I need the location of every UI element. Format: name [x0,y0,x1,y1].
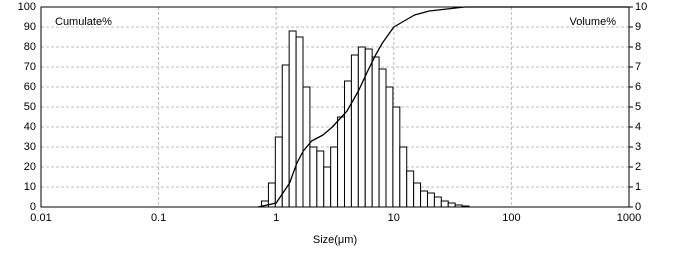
y-axis-label: Cumulate% [55,16,112,28]
bar [330,146,339,208]
y-tick-label: 0 [30,201,36,213]
x-tick-label: 1000 [617,212,641,224]
y2-tick-label: 8 [635,41,641,53]
bar [309,146,318,208]
y2-tick-label: 7 [635,61,641,73]
y2-tick-label: 6 [635,81,641,93]
bar [454,204,463,208]
y2-tick-label: 10 [635,1,647,13]
bar [371,56,380,208]
y-tick-label: 70 [24,61,36,73]
y2-tick-label: 0 [635,201,641,213]
bar [433,196,442,208]
bar [406,170,415,208]
y-tick-label: 10 [24,181,36,193]
bar [295,36,304,208]
x-tick-label: 1 [273,212,279,224]
bar [413,182,422,208]
bar [316,150,325,208]
bar [378,68,387,208]
y-tick-label: 50 [24,101,36,113]
y-tick-label: 20 [24,161,36,173]
y-tick-label: 60 [24,81,36,93]
bar [385,86,394,208]
x-tick-label: 10 [388,212,400,224]
y2-tick-label: 5 [635,101,641,113]
bar [337,116,345,208]
bar [399,146,408,208]
x-axis-label: Size(μm) [313,234,357,246]
y2-tick-label: 4 [635,121,641,133]
bar [357,46,366,208]
bar [392,106,401,208]
bar [343,80,352,208]
y-tick-label: 80 [24,41,36,53]
y2-tick-label: 2 [635,161,641,173]
bar [420,190,428,208]
y2-tick-label: 3 [635,141,641,153]
bar [426,192,435,208]
y2-tick-label: 9 [635,21,641,33]
y2-axis-label: Volume% [570,16,617,28]
cumulative-line [257,6,629,208]
x-tick-label: 0.1 [151,212,166,224]
y-tick-label: 100 [18,1,36,13]
y-tick-label: 40 [24,121,36,133]
y-tick-label: 90 [24,21,36,33]
bar [447,202,456,208]
bar [440,200,449,208]
x-tick-label: 100 [502,212,520,224]
y2-tick-label: 1 [635,181,641,193]
bar [350,54,359,208]
bar [461,205,470,208]
bar [323,166,332,208]
x-tick-label: 0.01 [30,212,51,224]
y-tick-label: 30 [24,141,36,153]
